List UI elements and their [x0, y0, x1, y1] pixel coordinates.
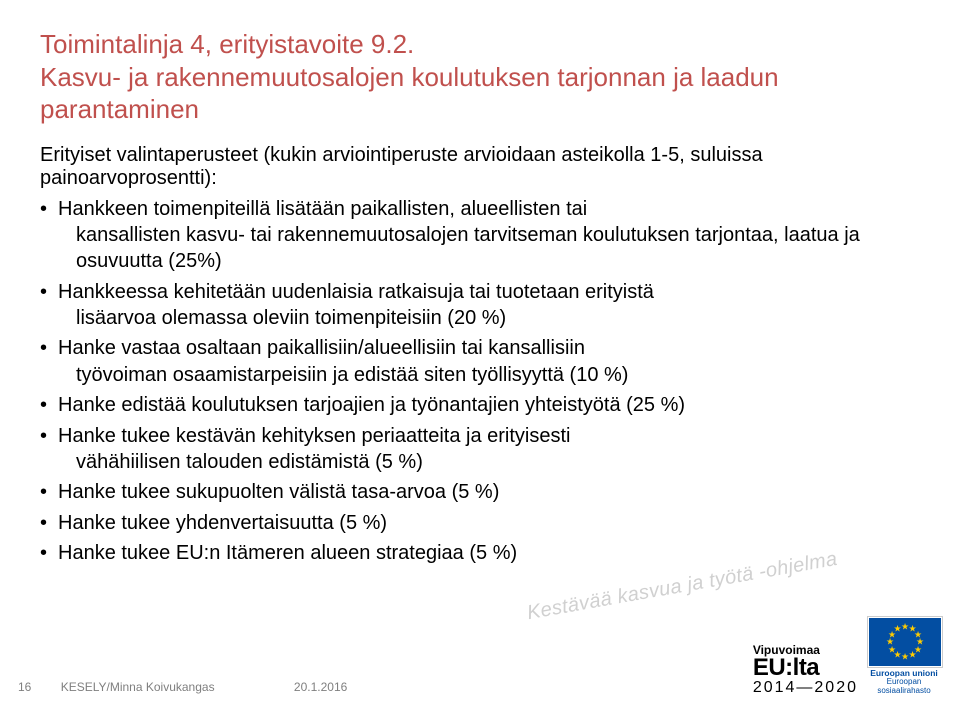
eu-flag-icon: ★★★★★★★★★★★★ — [868, 617, 942, 667]
bullet-main: Hanke tukee yhdenvertaisuutta (5 %) — [58, 512, 387, 534]
bullet-sub: kansallisten kasvu- tai rakennemuutosalo… — [58, 222, 920, 275]
subheading: Erityiset valintaperusteet (kukin arvioi… — [40, 144, 920, 190]
footer-date: 20.1.2016 — [294, 680, 347, 694]
bullet-sub: vähähiilisen talouden edistämistä (5 %) — [58, 449, 920, 475]
bullet-main: Hanke tukee kestävän kehityksen periaatt… — [58, 425, 571, 447]
list-item: Hanke vastaa osaltaan paikallisiin/aluee… — [40, 335, 920, 388]
bullet-main: Hanke tukee sukupuolten välistä tasa-arv… — [58, 481, 499, 503]
vipu-line-3: 2014—2020 — [753, 680, 858, 696]
bullet-main: Hankkeen toimenpiteillä lisätään paikall… — [58, 198, 587, 220]
bullet-main: Hankkeessa kehitetään uudenlaisia ratkai… — [58, 281, 654, 303]
bullet-main: Hanke vastaa osaltaan paikallisiin/aluee… — [58, 337, 585, 359]
list-item: Hanke tukee yhdenvertaisuutta (5 %) — [40, 510, 920, 536]
criteria-list: Hankkeen toimenpiteillä lisätään paikall… — [40, 196, 920, 567]
vipu-line-2: EU:lta — [753, 656, 858, 680]
list-item: Hankkeessa kehitetään uudenlaisia ratkai… — [40, 279, 920, 332]
bullet-sub: lisäarvoa olemassa oleviin toimenpiteisi… — [58, 305, 920, 331]
eu-caption-2: Euroopan sosiaalirahasto — [868, 678, 940, 696]
slide-footer: 16 KESELY/Minna Koivukangas 20.1.2016 — [18, 680, 347, 694]
bullet-sub: työvoiman osaamistarpeisiin ja edistää s… — [58, 362, 920, 388]
bullet-main: Hanke tukee EU:n Itämeren alueen strateg… — [58, 542, 517, 564]
list-item: Hankkeen toimenpiteillä lisätään paikall… — [40, 196, 920, 275]
list-item: Hanke edistää koulutuksen tarjoajien ja … — [40, 392, 920, 418]
slide-title: Toimintalinja 4, erityistavoite 9.2. Kas… — [40, 28, 920, 126]
list-item: Hanke tukee EU:n Itämeren alueen strateg… — [40, 540, 920, 566]
eu-logo: ★★★★★★★★★★★★ Euroopan unioni Euroopan so… — [868, 617, 940, 696]
title-line-2: Kasvu- ja rakennemuutosalojen koulutukse… — [40, 62, 779, 125]
logo-area: Vipuvoimaa EU:lta 2014—2020 ★★★★★★★★★★★★… — [753, 617, 940, 696]
presentation-slide: Toimintalinja 4, erityistavoite 9.2. Kas… — [0, 0, 960, 710]
title-line-1: Toimintalinja 4, erityistavoite 9.2. — [40, 29, 414, 59]
bullet-main: Hanke edistää koulutuksen tarjoajien ja … — [58, 394, 685, 416]
footer-source: KESELY/Minna Koivukangas — [61, 680, 215, 694]
page-number: 16 — [18, 680, 31, 694]
vipuvoimaa-logo: Vipuvoimaa EU:lta 2014—2020 — [753, 644, 858, 696]
list-item: Hanke tukee kestävän kehityksen periaatt… — [40, 423, 920, 476]
list-item: Hanke tukee sukupuolten välistä tasa-arv… — [40, 479, 920, 505]
